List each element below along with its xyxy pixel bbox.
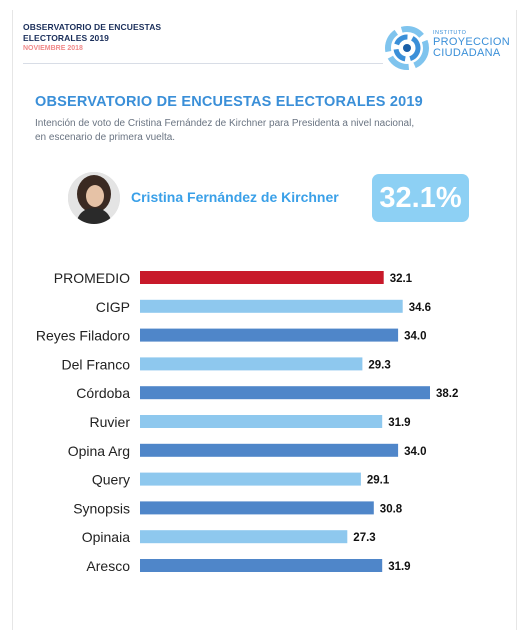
bar-6 (140, 443, 399, 457)
value-label-1: 34.6 (409, 302, 431, 314)
bar-0 (140, 271, 384, 284)
report-page (12, 10, 517, 630)
logo-name-line2: CIUDADANA (433, 47, 501, 59)
report-header: OBSERVATORIO DE ENCUESTAS ELECTORALES 20… (23, 22, 161, 54)
value-label-3: 29.3 (368, 359, 390, 371)
bar-7 (140, 472, 361, 486)
bar-9 (140, 530, 348, 544)
bar-1 (140, 299, 403, 313)
candidate-avatar (68, 172, 120, 224)
value-label-2: 34.0 (404, 331, 426, 343)
value-label-6: 34.0 (404, 446, 426, 458)
value-label-9: 27.3 (353, 532, 375, 544)
category-label-1: CIGP (96, 299, 130, 315)
header-title-line2: ELECTORALES 2019 (23, 33, 109, 43)
bar-4 (140, 386, 430, 400)
bar-10 (140, 559, 383, 572)
category-label-4: Córdoba (76, 385, 130, 401)
chart-title: OBSERVATORIO DE ENCUESTAS ELECTORALES 20… (35, 94, 423, 110)
header-divider (23, 63, 383, 64)
value-label-10: 31.9 (388, 561, 410, 573)
logo-text: INSTITUTO PROYECCION CIUDADANA (433, 30, 510, 59)
header-date: NOVIEMBRE 2018 (23, 45, 83, 52)
category-label-10: Aresco (86, 558, 130, 574)
candidate-portrait-icon (68, 172, 120, 224)
logo-name-line1: PROYECCION (433, 36, 510, 48)
value-label-5: 31.9 (388, 417, 410, 429)
bar-2 (140, 328, 399, 342)
candidate-name: Cristina Fernández de Kirchner (131, 189, 339, 205)
spiral-logo-icon (385, 26, 429, 70)
average-value-badge: 32.1% (372, 174, 469, 222)
category-label-5: Ruvier (90, 414, 131, 430)
category-label-0: PROMEDIO (54, 270, 130, 286)
bar-5 (140, 415, 383, 428)
bar-3 (140, 357, 363, 371)
chart-subtitle: Intención de voto de Cristina Fernández … (35, 118, 415, 143)
category-label-7: Query (92, 472, 130, 488)
logo-institute-label: INSTITUTO (433, 30, 467, 36)
header-title-line1: OBSERVATORIO DE ENCUESTAS (23, 22, 162, 32)
average-value-text: 32.1% (379, 181, 462, 214)
category-label-6: Opina Arg (68, 443, 130, 459)
value-label-8: 30.8 (380, 503, 403, 515)
value-label-0: 32.1 (390, 273, 413, 285)
value-label-7: 29.1 (367, 475, 390, 487)
category-label-3: Del Franco (62, 356, 131, 372)
category-label-9: Opinaia (82, 529, 130, 545)
institute-logo: INSTITUTO PROYECCION CIUDADANA (385, 26, 510, 74)
value-label-4: 38.2 (436, 388, 458, 400)
category-label-2: Reyes Filadoro (36, 328, 130, 344)
category-label-8: Synopsis (73, 500, 130, 516)
bar-8 (140, 501, 374, 515)
